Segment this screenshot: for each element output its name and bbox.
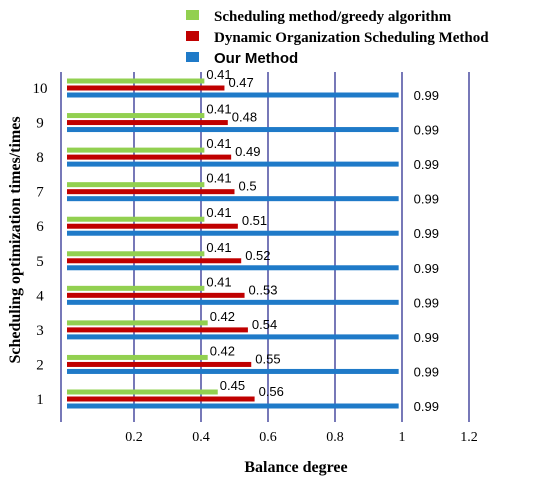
bar-greedy (67, 113, 205, 119)
data-label-greedy: 0.41 (206, 205, 231, 220)
x-tick-label: 0.6 (259, 430, 277, 445)
data-label-dynamic: 0.47 (228, 75, 253, 90)
bar-dynamic (67, 396, 255, 402)
bar-ours (67, 230, 399, 236)
legend-label-greedy: Scheduling method/greedy algorithm (214, 9, 452, 25)
legend-label-dynamic: Dynamic Organization Scheduling Method (214, 30, 489, 46)
bar-dynamic (67, 189, 235, 195)
x-tick-label: 1 (399, 430, 406, 445)
data-label-ours: 0.99 (414, 123, 439, 138)
y-tick-labels: 1 2 3 4 5 6 7 8 9 10 (33, 81, 48, 408)
data-label-dynamic: 0.49 (235, 144, 260, 159)
data-label-dynamic: 0..53 (249, 282, 278, 297)
bar-greedy (67, 251, 205, 257)
x-tick-label: 0.2 (125, 430, 143, 445)
data-label-ours: 0.99 (414, 192, 439, 207)
x-tick-label: 1.2 (460, 430, 478, 445)
bar-dynamic (67, 223, 238, 229)
bar-ours (67, 299, 399, 305)
bar-dynamic (67, 120, 228, 126)
bar-ours (67, 403, 399, 409)
data-labels: 0.45 0.56 0.99 0.42 0.55 0.99 0.42 0.54 0.99 0.41… (206, 67, 439, 414)
y-tick-label: 6 (36, 219, 44, 235)
y-tick-label: 2 (36, 357, 44, 373)
y-tick-label: 3 (36, 323, 44, 339)
y-tick-label: 4 (36, 288, 44, 304)
data-label-dynamic: 0.52 (245, 248, 270, 263)
data-label-greedy: 0.41 (206, 240, 231, 255)
y-tick-label: 9 (36, 116, 44, 132)
bar-greedy (67, 354, 208, 360)
bar-greedy (67, 182, 205, 188)
y-tick-label: 7 (36, 185, 44, 201)
bar-greedy (67, 147, 205, 153)
y-axis-title: Scheduling optimization times/times (7, 116, 24, 363)
bar-greedy (67, 78, 205, 84)
data-label-dynamic: 0.56 (259, 384, 284, 399)
data-label-ours: 0.99 (414, 330, 439, 345)
bar-ours (67, 92, 399, 98)
data-label-dynamic: 0.54 (252, 317, 277, 332)
data-label-dynamic: 0.51 (242, 213, 267, 228)
x-tick-label: 0.8 (326, 430, 344, 445)
y-tick-label: 1 (36, 392, 44, 408)
bar-greedy (67, 216, 205, 222)
bar-ours (67, 161, 399, 167)
data-label-ours: 0.99 (414, 364, 439, 379)
bar-ours (67, 368, 399, 374)
bar-ours (67, 127, 399, 133)
bar-ours (67, 196, 399, 202)
data-label-greedy: 0.41 (206, 274, 231, 289)
y-tick-label: 10 (33, 81, 48, 97)
data-label-greedy: 0.42 (210, 343, 235, 358)
bar-greedy (67, 320, 208, 326)
legend-swatch-dynamic (186, 31, 199, 41)
data-label-greedy: 0.41 (206, 102, 231, 117)
data-label-greedy: 0.41 (206, 171, 231, 186)
bar-ours (67, 265, 399, 271)
data-label-greedy: 0.42 (210, 309, 235, 324)
legend-label-ours: Our Method (214, 50, 298, 67)
x-tick-labels: 0.2 0.4 0.6 0.8 1 1.2 (125, 430, 478, 445)
bar-ours (67, 334, 399, 340)
bar-greedy (67, 389, 218, 395)
legend-swatch-greedy (186, 10, 199, 20)
data-label-dynamic: 0.48 (232, 110, 257, 125)
data-label-dynamic: 0.5 (239, 179, 257, 194)
data-label-ours: 0.99 (414, 157, 439, 172)
bar-dynamic (67, 154, 232, 160)
bar-dynamic (67, 327, 248, 333)
bar-dynamic (67, 292, 245, 298)
bar-dynamic (67, 85, 225, 91)
data-label-ours: 0.99 (414, 295, 439, 310)
data-label-dynamic: 0.55 (255, 351, 280, 366)
bar-dynamic (67, 361, 252, 367)
x-axis-title: Balance degree (244, 459, 347, 476)
data-label-ours: 0.99 (414, 88, 439, 103)
bar-greedy (67, 285, 205, 291)
data-label-greedy: 0.41 (206, 67, 231, 82)
legend-swatch-ours (186, 52, 199, 62)
x-tick-label: 0.4 (192, 430, 210, 445)
y-tick-label: 8 (36, 150, 44, 166)
data-label-greedy: 0.41 (206, 136, 231, 151)
bars (67, 78, 399, 409)
data-label-ours: 0.99 (414, 226, 439, 241)
legend: Scheduling method/greedy algorithm Dynam… (186, 9, 489, 67)
data-label-ours: 0.99 (414, 399, 439, 414)
data-label-ours: 0.99 (414, 261, 439, 276)
y-tick-label: 5 (36, 254, 44, 270)
data-label-greedy: 0.45 (220, 378, 245, 393)
bar-dynamic (67, 258, 242, 264)
